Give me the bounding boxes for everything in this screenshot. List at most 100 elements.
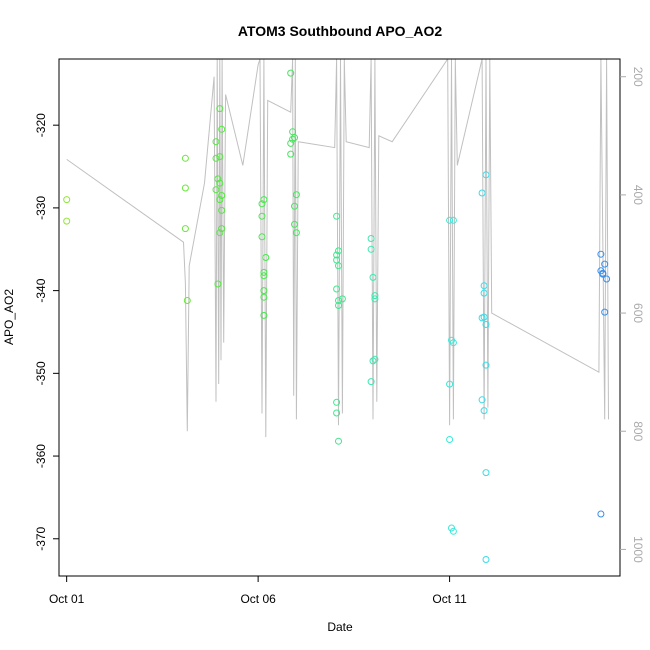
- data-point: [333, 285, 341, 293]
- data-points-layer: [63, 69, 611, 563]
- data-point: [597, 510, 605, 518]
- data-point: [449, 339, 457, 347]
- data-point: [367, 245, 375, 253]
- data-point: [371, 355, 379, 363]
- y-tick-label: -350: [34, 361, 48, 385]
- y-tick-label: -320: [34, 113, 48, 137]
- data-point: [292, 191, 300, 199]
- data-point: [446, 380, 454, 388]
- data-point: [287, 69, 295, 77]
- data-point: [333, 251, 341, 259]
- chart-title: ATOM3 Southbound APO_AO2: [238, 23, 443, 39]
- y-axis-label: APO_AO2: [2, 289, 16, 345]
- data-point: [287, 139, 295, 147]
- x-tick-label: Oct 11: [432, 592, 467, 606]
- data-point: [181, 184, 189, 192]
- y2-tick-label: 800: [631, 421, 645, 441]
- y2-axis-altitude: 200 400 600 800 1000: [620, 67, 645, 563]
- data-point: [216, 105, 224, 113]
- y-tick-label: -330: [34, 196, 48, 220]
- altitude-track-layer: [66, 59, 609, 438]
- y-tick-label: -340: [34, 278, 48, 302]
- data-point: [597, 250, 605, 258]
- data-point: [260, 311, 268, 319]
- data-point: [183, 297, 191, 304]
- altitude-track-line: [66, 59, 609, 438]
- data-point: [212, 186, 220, 194]
- data-point: [482, 321, 490, 328]
- y-axis: -320 -330 -340 -350 -360 -370: [34, 113, 59, 551]
- data-point: [371, 295, 379, 303]
- data-point: [446, 216, 454, 224]
- data-point: [212, 154, 220, 162]
- data-point: [292, 229, 300, 237]
- data-point: [449, 527, 457, 535]
- data-point: [181, 225, 189, 233]
- data-point: [599, 269, 607, 277]
- data-point: [601, 308, 609, 316]
- y-tick-label: -370: [34, 526, 48, 550]
- data-point: [369, 273, 377, 281]
- data-point: [63, 217, 71, 225]
- data-point: [335, 297, 342, 304]
- data-point: [291, 134, 298, 142]
- y2-tick-label: 600: [631, 303, 645, 323]
- data-point: [214, 175, 222, 183]
- x-axis-label: Date: [327, 620, 353, 634]
- data-point: [260, 287, 268, 295]
- data-point: [367, 378, 375, 386]
- data-point: [449, 216, 457, 224]
- plot-frame: [58, 58, 621, 577]
- data-point: [291, 202, 298, 210]
- data-point: [216, 229, 224, 237]
- data-point: [181, 154, 189, 162]
- data-point: [216, 153, 224, 161]
- data-point: [214, 280, 222, 288]
- data-point: [218, 225, 226, 233]
- data-point: [260, 293, 268, 301]
- y-tick-label: -360: [34, 444, 48, 468]
- data-point: [367, 235, 375, 242]
- data-point: [482, 361, 490, 369]
- data-point: [478, 396, 486, 404]
- data-point: [338, 295, 346, 303]
- data-point: [480, 289, 488, 297]
- y2-tick-label: 1000: [631, 536, 645, 563]
- data-point: [289, 135, 297, 143]
- y2-tick-label: 200: [631, 67, 645, 87]
- data-point: [258, 200, 266, 208]
- data-point: [482, 469, 490, 477]
- data-point: [335, 437, 342, 445]
- y2-tick-label: 400: [631, 185, 645, 205]
- data-point: [478, 189, 486, 197]
- data-point: [260, 272, 268, 280]
- data-point: [218, 206, 226, 214]
- x-tick-label: Oct 01: [49, 592, 85, 606]
- data-point: [218, 125, 226, 133]
- data-point: [333, 212, 341, 220]
- data-point: [291, 220, 298, 228]
- data-point: [480, 407, 488, 415]
- data-point: [335, 247, 342, 255]
- data-point: [63, 196, 71, 204]
- data-point: [262, 254, 270, 261]
- data-point: [333, 409, 341, 417]
- data-point: [480, 282, 488, 290]
- data-point: [260, 196, 268, 204]
- data-point: [258, 212, 266, 220]
- data-point: [371, 292, 379, 300]
- data-point: [260, 268, 268, 276]
- x-tick-label: Oct 06: [240, 592, 276, 606]
- data-point: [258, 233, 266, 241]
- data-point: [446, 436, 454, 443]
- data-point: [333, 398, 341, 406]
- data-point: [603, 275, 611, 283]
- data-point: [482, 171, 490, 179]
- x-axis: Oct 01 Oct 06 Oct 11: [49, 576, 467, 606]
- data-point: [216, 196, 224, 204]
- data-point: [335, 262, 342, 270]
- data-point: [287, 150, 295, 158]
- data-point: [335, 302, 342, 309]
